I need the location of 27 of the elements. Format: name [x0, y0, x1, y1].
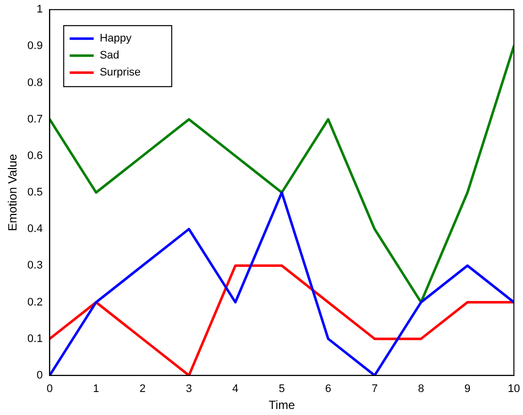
- x-tick-label: 4: [232, 383, 238, 396]
- x-tick-label: 8: [418, 383, 424, 396]
- y-tick-label: 1: [36, 4, 43, 16]
- x-tick-label: 5: [278, 383, 285, 396]
- y-axis-title: Emotion Value: [6, 154, 20, 232]
- y-tick-label: 0.4: [27, 223, 43, 236]
- x-tick-label: 7: [372, 383, 378, 396]
- legend-label: Sad: [100, 50, 120, 62]
- x-tick-label: 3: [186, 383, 192, 396]
- x-tick-label: 0: [46, 383, 53, 396]
- y-tick-label: 0.1: [27, 332, 43, 345]
- legend-label: Surprise: [100, 66, 141, 79]
- y-tick-label: 0.5: [27, 186, 43, 199]
- x-axis-title: Time: [268, 398, 296, 412]
- x-tick-label: 1: [93, 383, 100, 396]
- y-tick-label: 0.8: [27, 76, 43, 89]
- y-tick-label: 0.9: [27, 40, 43, 52]
- y-tick-label: 0.6: [27, 150, 43, 162]
- y-tick-label: 0.7: [27, 113, 43, 126]
- x-tick-label: 10: [508, 383, 520, 396]
- y-tick-label: 0.3: [27, 260, 43, 272]
- x-tick-label: 9: [464, 383, 471, 396]
- x-tick-label: 6: [325, 383, 332, 396]
- x-tick-label: 2: [139, 383, 146, 396]
- y-tick-label: 0.2: [27, 296, 43, 308]
- y-tick-label: 0: [36, 369, 43, 382]
- legend-label: Happy: [100, 32, 132, 45]
